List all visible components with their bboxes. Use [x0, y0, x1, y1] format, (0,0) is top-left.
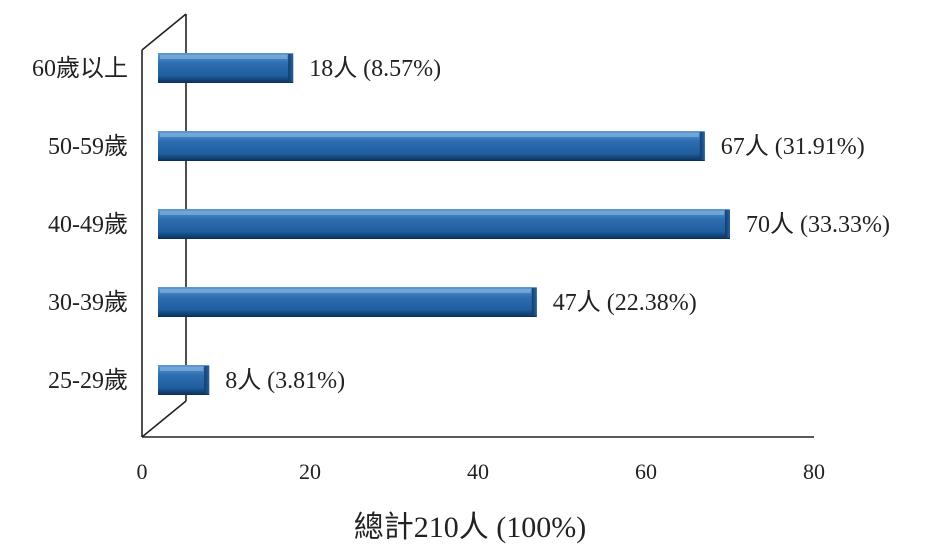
bar-highlight — [160, 55, 288, 59]
category-label: 60歲以上 — [32, 55, 128, 82]
bar-end-cap — [531, 288, 537, 316]
data-labels: 18人 (8.57%) 67人 (31.91%) 70人 (33.33%) 47人 (… — [225, 56, 890, 394]
category-label: 25-29歲 — [48, 367, 128, 394]
bar — [158, 365, 210, 395]
data-label: 8人 (3.81%) — [225, 368, 345, 394]
category-label: 30-39歲 — [48, 289, 128, 316]
bar — [158, 209, 730, 239]
category-label: 50-59歲 — [48, 133, 128, 160]
bar — [158, 131, 705, 161]
bar-highlight — [160, 289, 531, 293]
data-label: 18人 (8.57%) — [309, 56, 441, 82]
bar-series — [158, 53, 730, 395]
category-labels: 60歲以上 50-59歲 40-49歲 30-39歲 25-29歲 — [32, 55, 128, 394]
bar-highlight — [160, 211, 724, 215]
x-tick-label: 0 — [137, 459, 148, 484]
x-axis-title: 總計210人 (100%) — [353, 511, 587, 544]
bar — [158, 53, 294, 83]
bar-end-cap — [699, 132, 705, 160]
bar-end-cap — [204, 366, 210, 394]
bar-end-cap — [725, 210, 730, 238]
floor-depth-line — [141, 400, 187, 438]
bar-end-cap — [288, 54, 294, 82]
x-tick-label: 40 — [467, 459, 489, 484]
bar-highlight — [160, 133, 699, 137]
top-depth-line — [141, 13, 187, 51]
x-tick-label: 60 — [635, 459, 657, 484]
x-tick-label: 80 — [803, 459, 825, 484]
bar — [158, 287, 537, 317]
category-label: 40-49歲 — [48, 211, 128, 238]
x-tick-label: 20 — [299, 459, 321, 484]
x-tick-labels: 0 20 40 60 80 — [137, 459, 826, 484]
data-label: 47人 (22.38%) — [553, 290, 697, 316]
data-label: 70人 (33.33%) — [746, 212, 890, 238]
data-label: 67人 (31.91%) — [721, 134, 865, 160]
bar-highlight — [160, 367, 204, 371]
